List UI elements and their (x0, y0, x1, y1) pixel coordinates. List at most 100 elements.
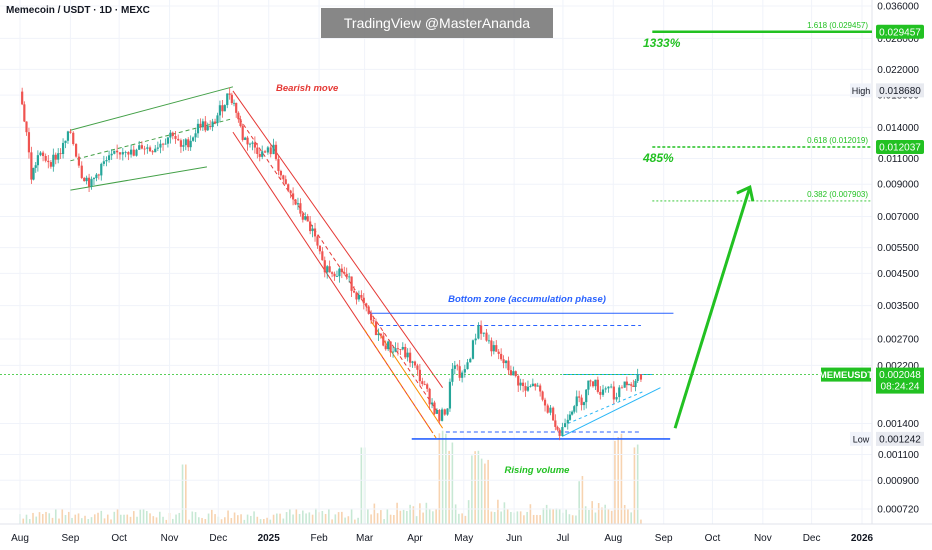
volume-bar (192, 512, 194, 524)
candle-body (589, 381, 591, 382)
volume-bar (634, 447, 636, 524)
time-tick-label: Nov (754, 533, 772, 544)
candle-body (365, 303, 367, 306)
candle-body (576, 396, 578, 406)
candle-body (113, 151, 115, 154)
volume-bar (507, 509, 509, 524)
candle-body (547, 405, 549, 412)
volume-bar (575, 515, 577, 524)
candle-body (182, 145, 184, 147)
candle-body (436, 410, 438, 414)
volume-bar (39, 512, 41, 524)
volume-bar (481, 459, 483, 524)
candle-body (270, 147, 272, 154)
volume-bar (344, 518, 346, 524)
volume-bar (240, 514, 242, 524)
candle-body (527, 387, 529, 391)
volume-bar (224, 517, 226, 524)
volume-bar (139, 510, 141, 524)
candle-body (172, 133, 174, 136)
volume-bar (361, 448, 363, 525)
candle-body (534, 384, 536, 387)
volume-bar (286, 512, 288, 524)
time-tick-label: Aug (604, 533, 622, 544)
volume-bar (604, 505, 606, 524)
candle-body (507, 361, 509, 371)
candle-body (461, 373, 463, 378)
candle-body (167, 137, 169, 143)
fib-price-tag-text: 0.029457 (879, 27, 921, 38)
candle-body (353, 291, 355, 293)
candle-body (634, 381, 636, 387)
candle-body (311, 229, 313, 232)
volume-bar (351, 508, 353, 524)
candle-body (451, 369, 453, 382)
volume-bar (595, 513, 597, 524)
volume-bar (377, 513, 379, 524)
volume-bar (530, 504, 532, 524)
volume-bar (250, 516, 252, 524)
candle-body (404, 347, 406, 357)
gain-1333-label: 1333% (643, 36, 681, 50)
watermark-text: TradingView @MasterAnanda (344, 15, 530, 31)
volume-bar (416, 516, 418, 524)
time-tick-label: Dec (803, 533, 821, 544)
volume-bar (432, 511, 434, 524)
time-axis[interactable]: Aug Sep Oct Nov Dec 2025 Feb Mar Apr May Jun Jul Aug… (0, 524, 932, 544)
volume-bar (279, 514, 281, 524)
candle-body (108, 155, 110, 160)
candle-body (355, 292, 357, 299)
volume-bar (565, 510, 567, 524)
candle-body (541, 392, 543, 400)
candle-body (294, 199, 296, 204)
volume-bar (621, 434, 623, 524)
candle-body (249, 144, 251, 145)
volume-bar (325, 514, 327, 524)
candle-body (587, 381, 589, 390)
volume-bar (45, 512, 47, 524)
candle-body (316, 236, 318, 245)
time-tick-label: Nov (161, 533, 179, 544)
volume-bar (611, 511, 613, 524)
candle-body (100, 164, 102, 176)
volume-bar (494, 512, 496, 524)
candle-body (242, 126, 244, 140)
volume-bar (627, 509, 629, 524)
candle-body (197, 124, 199, 133)
volume-bar (26, 515, 28, 524)
price-level-name: High (852, 86, 871, 96)
candle-body (515, 371, 517, 376)
candle-body (81, 166, 83, 178)
volume-bar (244, 520, 246, 524)
price-tick-label: 0.036000 (877, 2, 919, 13)
candle-body (429, 389, 431, 405)
candle-body (221, 105, 223, 111)
volume-bar (640, 520, 642, 524)
candle-body (414, 362, 416, 366)
candle-body (116, 151, 118, 153)
candle-body (561, 427, 563, 436)
candle-body (372, 320, 374, 321)
volume-bar (52, 518, 54, 524)
volume-bar (539, 515, 541, 524)
volume-bar (354, 520, 356, 524)
triangle-bottom (563, 388, 661, 436)
volume-bar (61, 509, 63, 524)
candle-body (292, 193, 294, 199)
candle-body (409, 353, 411, 363)
candle-body (231, 95, 233, 103)
candle-body (199, 124, 201, 127)
volume-bar (588, 510, 590, 524)
volume-bar (208, 514, 210, 524)
candle-body (411, 362, 413, 363)
symbol-title: Memecoin / USDT · 1D · MEXC (6, 5, 150, 16)
volume-bar (234, 513, 236, 524)
candle-body (640, 374, 642, 379)
volume-bar (387, 509, 389, 524)
volume-bar (322, 511, 324, 524)
candle-body (69, 131, 71, 132)
volume-bar (305, 513, 307, 524)
candle-body (39, 153, 41, 156)
price-tick-label: 0.007000 (877, 212, 919, 223)
